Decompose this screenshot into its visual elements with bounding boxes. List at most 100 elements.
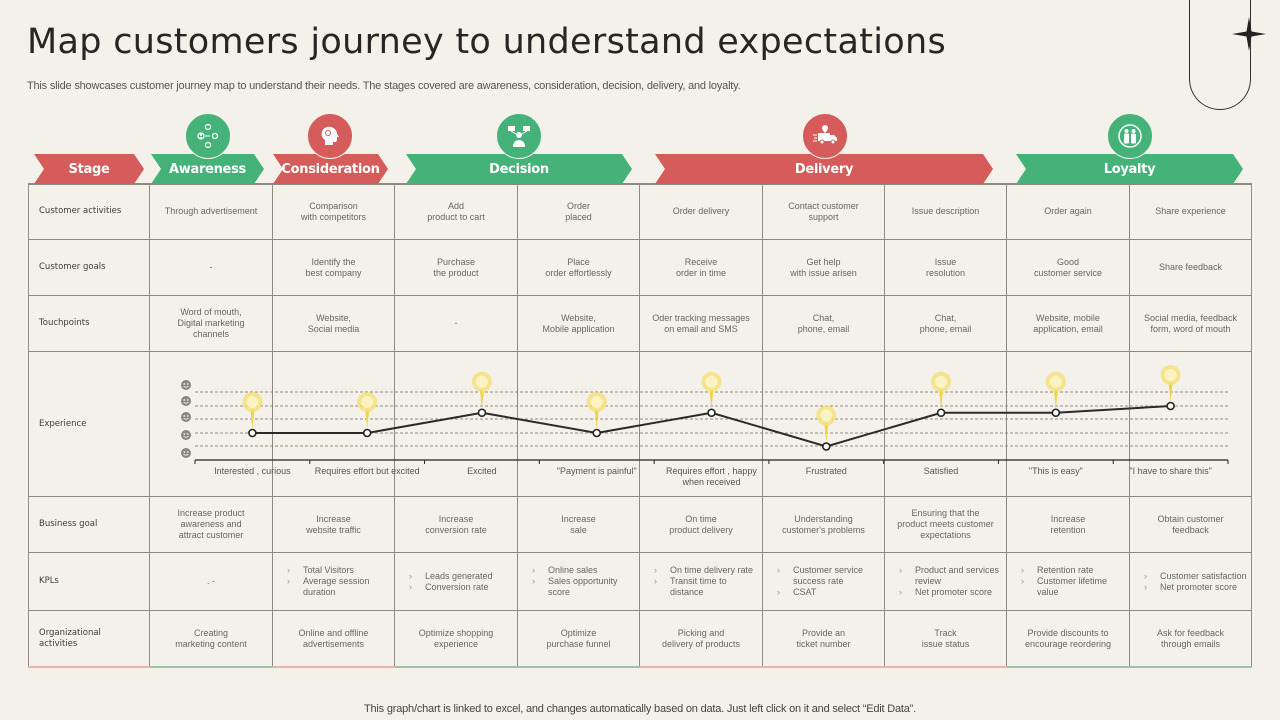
x-axis-label: "I have to share this" <box>1129 466 1211 476</box>
experience-chart: Interested , curious Requires effort but … <box>181 365 1229 487</box>
stage-arrow-decision: Decision <box>406 154 632 184</box>
table-cell-kpls: . - <box>150 553 273 611</box>
kpi-item: Conversion rate <box>405 582 513 593</box>
table-cell-kpls: Total VisitorsAverage session duration <box>273 553 395 611</box>
table-cell-organizational-activities: Optimize shopping experience <box>395 611 518 667</box>
bottom-accent-awareness <box>150 666 273 668</box>
kpi-item: CSAT <box>773 587 880 598</box>
table-cell-kpls: Product and services reviewNet promoter … <box>885 553 1007 611</box>
stage-label: Decision <box>489 161 549 177</box>
data-point <box>821 442 831 451</box>
stage-label: Loyalty <box>1103 161 1156 177</box>
page-subtitle: This slide showcases customer journey ma… <box>27 80 741 92</box>
data-point <box>362 428 372 438</box>
kpi-item: Transit time to distance <box>650 576 758 598</box>
table-cell-business-goal: Obtain customer feedback <box>1130 497 1252 553</box>
stage-label: Awareness <box>169 161 246 177</box>
table-cell-customer-goals: Share feedback <box>1130 240 1252 296</box>
table-cell-experience <box>273 352 395 497</box>
smiley-icon <box>181 396 191 406</box>
table-cell-kpls: On time delivery rateTransit time to dis… <box>640 553 763 611</box>
map-pin-icon <box>1045 371 1066 409</box>
table-cell-touchpoints: Website, mobile application, email <box>1007 296 1130 352</box>
map-pin-icon <box>701 371 722 409</box>
table-cell-business-goal: Increase retention <box>1007 497 1130 553</box>
kpi-list: Leads generatedConversion rate <box>399 571 513 593</box>
table-cell-organizational-activities: Provide an ticket number <box>763 611 885 667</box>
decorative-u-shape <box>1189 0 1251 110</box>
data-point <box>1051 408 1061 418</box>
x-axis-label: when received <box>681 477 740 487</box>
x-axis-label: Requires effort but excited <box>315 466 420 476</box>
table-cell-experience <box>763 352 885 497</box>
table-cell-customer-activities: Share experience <box>1130 184 1252 240</box>
table-cell-customer-goals: Good customer service <box>1007 240 1130 296</box>
person-choice-icon <box>496 113 542 159</box>
kpi-item: Sales opportunity score <box>528 576 635 598</box>
kpi-item: Customer service success rate <box>773 565 880 587</box>
table-cell-touchpoints: Social media, feedback form, word of mou… <box>1130 296 1252 352</box>
kpi-list: On time delivery rateTransit time to dis… <box>644 565 758 598</box>
table-cell-touchpoints: Website, Social media <box>273 296 395 352</box>
stage-arrow-delivery: Delivery <box>655 154 993 184</box>
row-label-experience: Experience <box>28 352 150 497</box>
table-cell-organizational-activities: Provide discounts to encourage reorderin… <box>1007 611 1130 667</box>
map-pin-icon <box>931 371 952 409</box>
kpi-item: Leads generated <box>405 571 513 582</box>
table-cell-business-goal: Understanding customer's problems <box>763 497 885 553</box>
table-cell-kpls: Retention rateCustomer lifetime value <box>1007 553 1130 611</box>
map-pin-icon <box>1160 365 1181 402</box>
table-cell-customer-goals: Place order effortlessly <box>518 240 640 296</box>
table-cell-organizational-activities: Online and offline advertisements <box>273 611 395 667</box>
delivery-truck-icon <box>802 113 848 159</box>
table-cell-customer-activities: Comparison with competitors <box>273 184 395 240</box>
smiley-icon <box>181 412 191 422</box>
stage-label: Consideration <box>281 161 380 177</box>
data-point <box>707 408 716 418</box>
smiley-icon <box>181 430 191 440</box>
table-cell-business-goal: Increase product awareness and attract c… <box>150 497 273 553</box>
head-idea-icon <box>307 113 353 159</box>
x-axis-label: Excited <box>467 466 497 476</box>
table-cell-customer-activities: Contact customer support <box>763 184 885 240</box>
data-point <box>936 408 946 418</box>
table-top-border <box>28 183 1252 185</box>
table-cell-business-goal: Increase website traffic <box>273 497 395 553</box>
table-cell-experience <box>1130 352 1252 497</box>
kpi-item: Customer lifetime value <box>1017 576 1125 598</box>
table-cell-organizational-activities: Optimize purchase funnel <box>518 611 640 667</box>
x-axis-label: Requires effort , happy <box>666 466 757 476</box>
table-cell-kpls: Customer satisfactionNet promoter score <box>1130 553 1252 611</box>
data-point <box>592 428 602 438</box>
table-cell-customer-activities: Issue description <box>885 184 1007 240</box>
footer-note: This graph/chart is linked to excel, and… <box>364 703 916 715</box>
table-cell-touchpoints: Website, Mobile application <box>518 296 640 352</box>
table-cell-customer-activities: Order placed <box>518 184 640 240</box>
people-pair-icon <box>1107 113 1153 159</box>
table-cell-touchpoints: - <box>395 296 518 352</box>
kpi-list: Customer satisfactionNet promoter score <box>1134 571 1247 593</box>
kpi-item: Average session duration <box>283 576 390 598</box>
smiley-icon <box>181 448 191 458</box>
table-cell-customer-goals: Identify the best company <box>273 240 395 296</box>
table-cell-business-goal: On time product delivery <box>640 497 763 553</box>
kpi-item: Online sales <box>528 565 635 576</box>
kpi-list: Customer service success rateCSAT <box>767 565 880 598</box>
row-label-kpls: KPLs <box>28 553 150 611</box>
row-label-customer-goals: Customer goals <box>28 240 150 296</box>
table-cell-business-goal: Ensuring that the product meets customer… <box>885 497 1007 553</box>
table-cell-touchpoints: Chat, phone, email <box>885 296 1007 352</box>
table-cell-business-goal: Increase sale <box>518 497 640 553</box>
table-cell-customer-goals: Purchase the product <box>395 240 518 296</box>
table-cell-customer-goals: Issue resolution <box>885 240 1007 296</box>
table-cell-experience <box>1007 352 1130 497</box>
bottom-accent-delivery <box>640 666 1007 668</box>
bottom-accent-decision <box>395 666 640 668</box>
table-cell-customer-goals: Receive order in time <box>640 240 763 296</box>
smiley-icon <box>181 380 191 390</box>
kpi-list: Online salesSales opportunity score <box>522 565 635 598</box>
map-pin-icon <box>357 392 378 429</box>
row-label-touchpoints: Touchpoints <box>28 296 150 352</box>
table-cell-organizational-activities: Ask for feedback through emails <box>1130 611 1252 667</box>
table-cell-touchpoints: Chat, phone, email <box>763 296 885 352</box>
